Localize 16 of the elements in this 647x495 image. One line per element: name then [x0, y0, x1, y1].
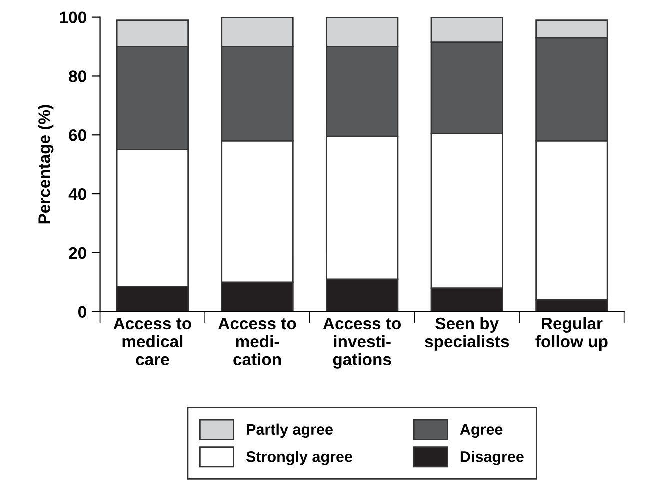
x-tick-label: Access to medi- cation: [218, 318, 296, 366]
y-tick-label: 80: [69, 70, 86, 82]
y-tick-label: 0: [78, 306, 86, 318]
legend-label: Partly agree: [247, 424, 333, 438]
legend-label: Disagree: [460, 451, 524, 466]
x-tick-label: Access to investi- gations: [323, 318, 402, 369]
legend-label: Agree: [460, 424, 503, 438]
x-tick-label: Access to medical care: [114, 318, 192, 366]
x-tick-label: Regular follow up: [536, 317, 608, 351]
y-tick-label: 20: [69, 247, 86, 260]
y-axis-title: Percentage (%): [38, 105, 54, 224]
y-tick-label: 40: [68, 188, 86, 200]
y-tick-label: 100: [60, 12, 86, 24]
legend-label: Strongly agree: [246, 451, 352, 466]
x-tick-label: Seen by specialists: [425, 317, 510, 351]
y-tick-label: 60: [69, 130, 86, 142]
